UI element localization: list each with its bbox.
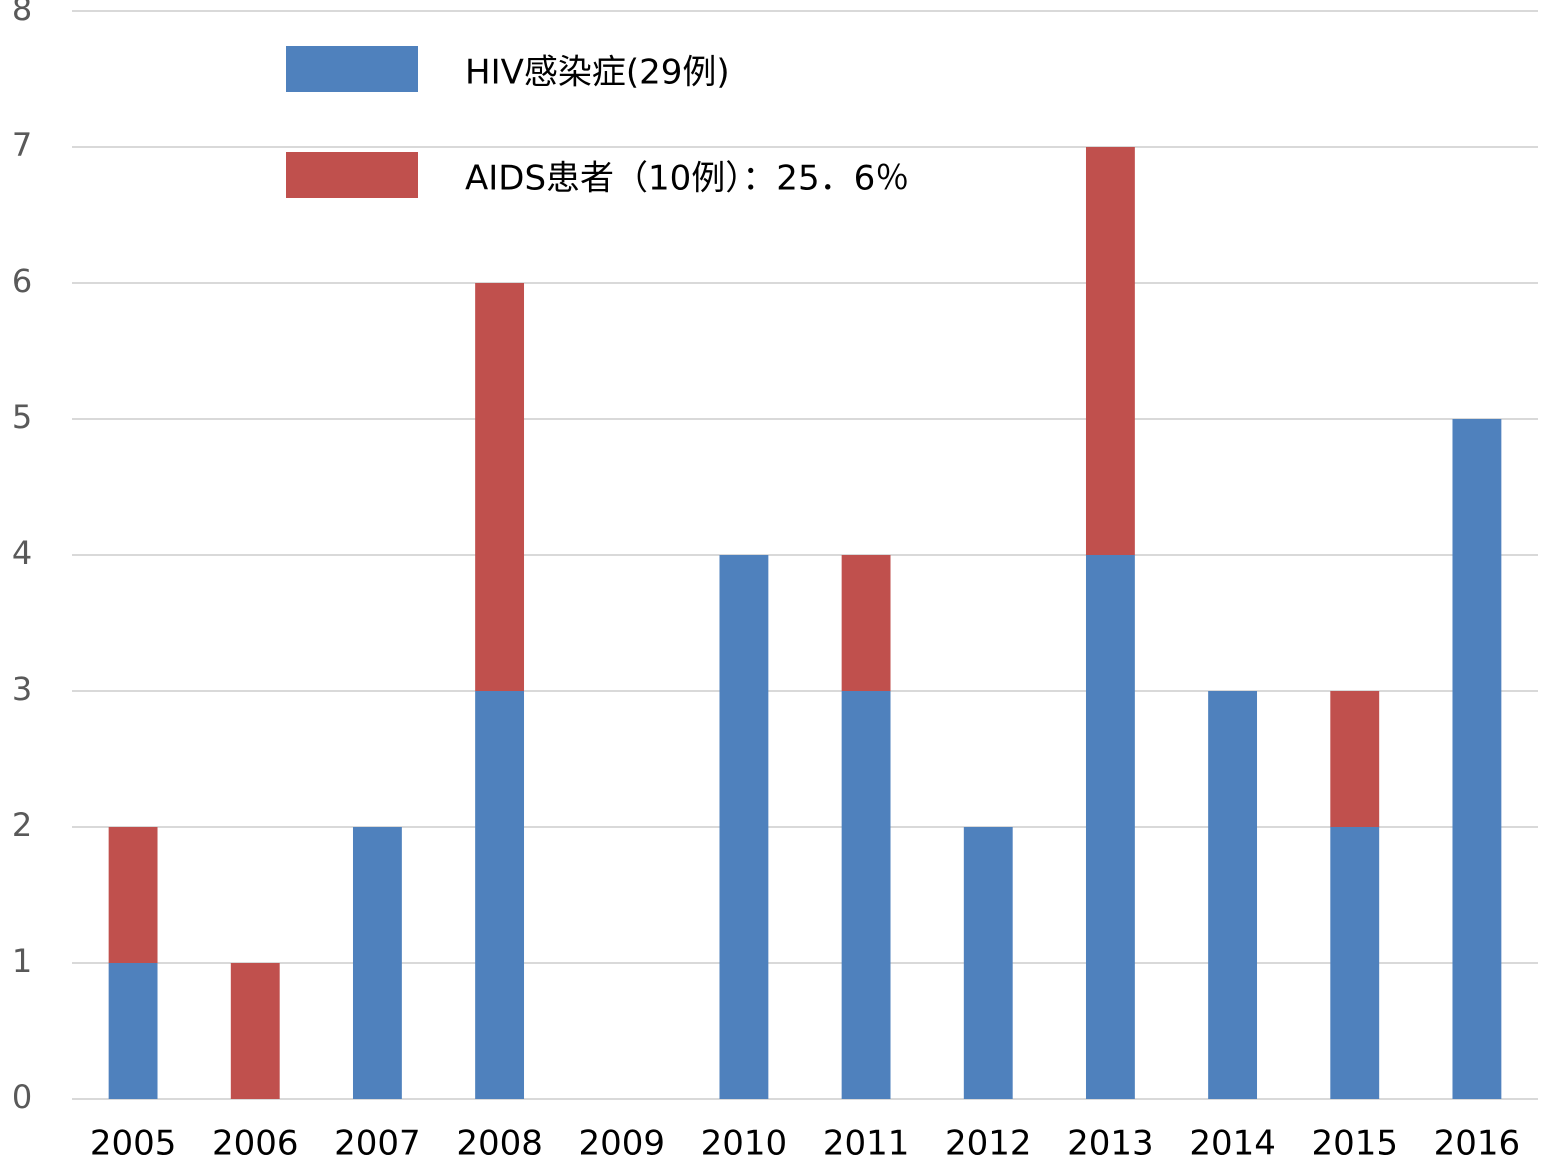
x-tick-label: 2008: [456, 1124, 543, 1164]
x-tick-label: 2015: [1311, 1124, 1398, 1164]
bar: [1208, 691, 1258, 1099]
x-tick-label: 2010: [701, 1124, 788, 1164]
bar: [1330, 691, 1380, 827]
bar: [719, 555, 769, 1099]
bar: [352, 827, 402, 1099]
y-tick-label: 2: [12, 806, 32, 844]
y-tick-label: 3: [12, 670, 32, 708]
bar: [230, 963, 280, 1099]
legend-swatch: [286, 46, 418, 92]
y-tick-label: 8: [12, 0, 32, 28]
y-tick-label: 0: [12, 1078, 32, 1116]
bar: [1330, 827, 1380, 1099]
y-tick-label: 4: [12, 534, 32, 572]
bar: [841, 555, 891, 691]
x-tick-label: 2009: [578, 1124, 665, 1164]
x-tick-label: 2013: [1067, 1124, 1154, 1164]
bar: [108, 963, 158, 1099]
bar: [1085, 147, 1135, 555]
y-tick-label: 6: [12, 262, 32, 300]
bar: [1085, 555, 1135, 1099]
x-tick-label: 2014: [1189, 1124, 1276, 1164]
x-tick-label: 2007: [334, 1124, 421, 1164]
y-tick-label: 7: [12, 126, 32, 164]
bar: [841, 691, 891, 1099]
y-tick-label: 5: [12, 398, 32, 436]
x-tick-label: 2006: [212, 1124, 299, 1164]
bar: [963, 827, 1013, 1099]
x-tick-label: 2012: [945, 1124, 1032, 1164]
legend-label: HIV感染症(29例): [465, 53, 730, 93]
legend-swatch: [286, 152, 418, 198]
y-tick-label: 1: [12, 942, 32, 980]
x-tick-label: 2011: [823, 1124, 910, 1164]
bar: [1452, 419, 1502, 1099]
legend-label: AIDS患者（10例）：25．6％: [465, 159, 909, 199]
bar: [108, 827, 158, 963]
bar: [475, 691, 525, 1099]
x-tick-label: 2005: [90, 1124, 177, 1164]
bar: [475, 283, 525, 691]
x-tick-label: 2016: [1434, 1124, 1521, 1164]
